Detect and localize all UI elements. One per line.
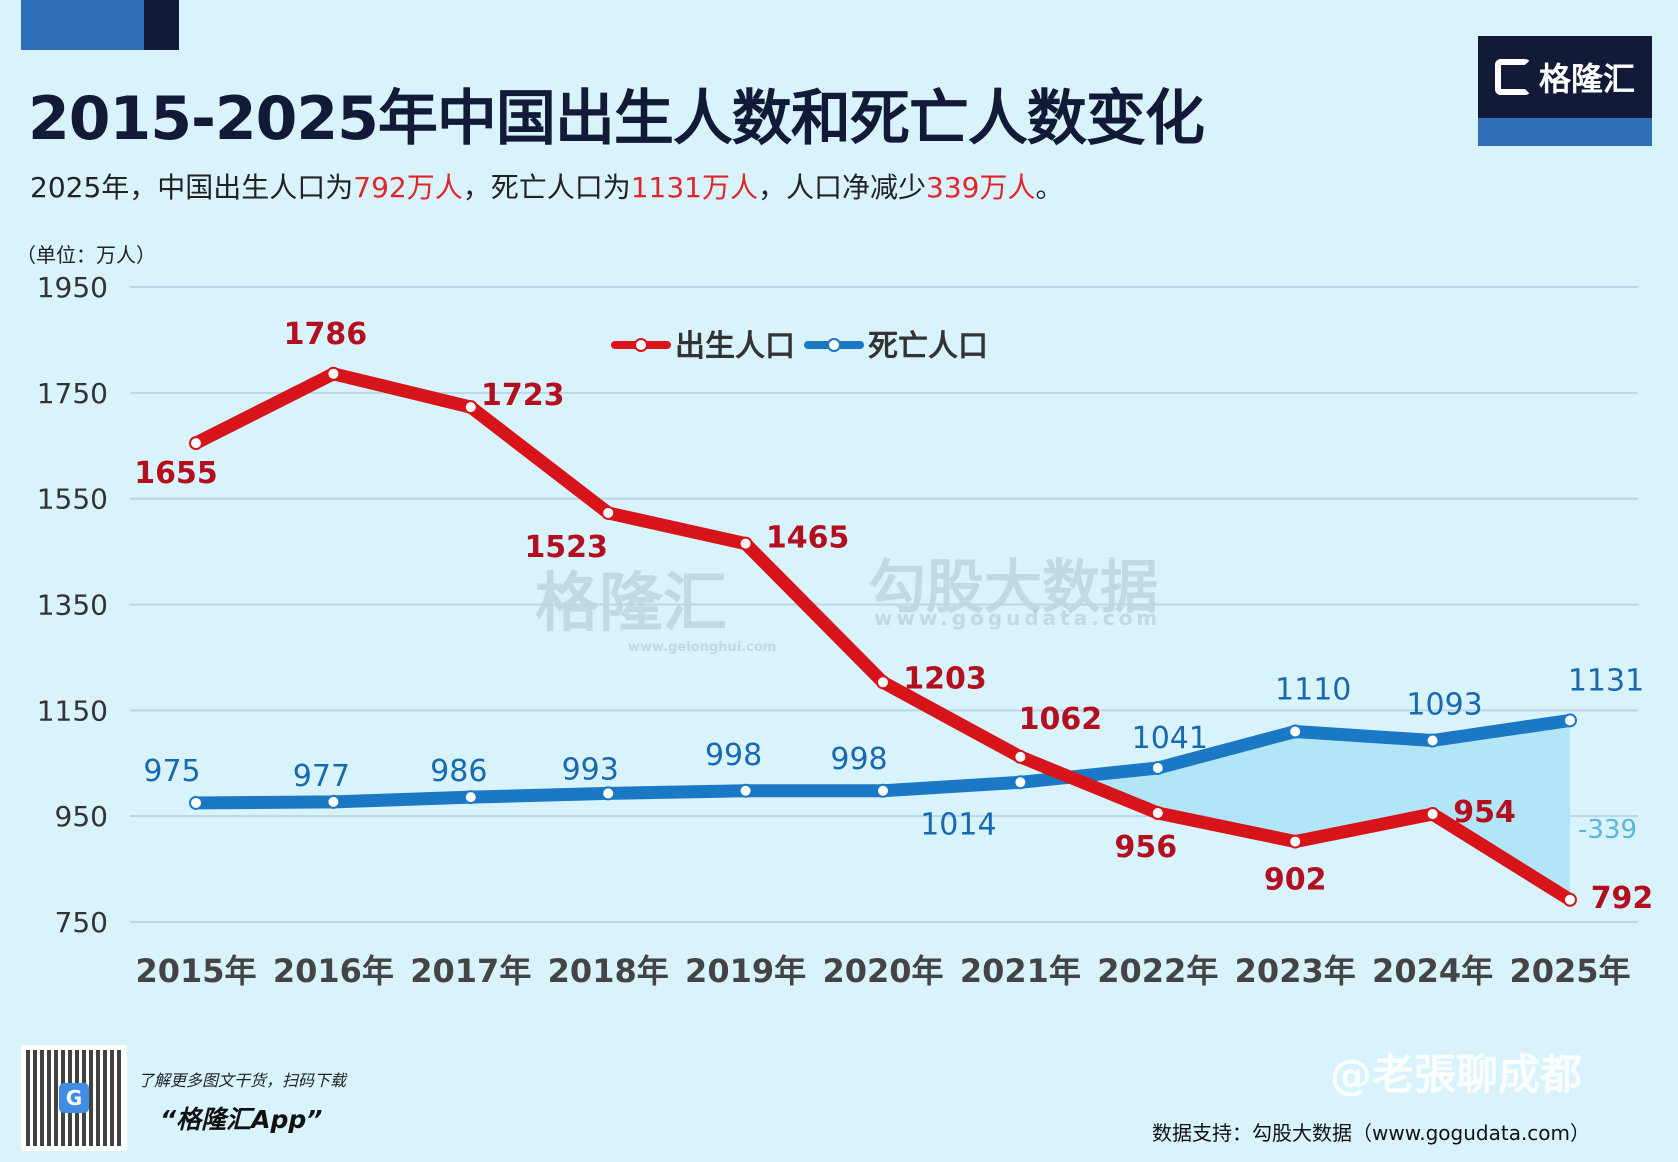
unit-label: （单位：万人） — [16, 243, 156, 267]
top-accent-bar — [21, 0, 144, 50]
birth-point — [876, 675, 890, 690]
y-tick-label: 1350 — [37, 589, 108, 622]
birth-point — [1563, 892, 1577, 907]
death-data-label: 977 — [293, 759, 350, 794]
gap-label: -339 — [1578, 815, 1637, 845]
birth-point — [189, 436, 203, 451]
watermark-gelonghui-url: www.gelonghui.com — [628, 640, 777, 655]
x-tick-label: 2023年 — [1235, 952, 1356, 990]
y-tick-label: 750 — [55, 906, 108, 939]
death-point — [1150, 761, 1165, 776]
birth-data-label: 1203 — [903, 661, 987, 696]
page-title: 2015-2025年中国出生人数和死亡人数变化 — [28, 84, 1205, 154]
death-data-label: 998 — [830, 742, 887, 777]
qr-code[interactable]: G — [21, 1045, 127, 1151]
death-data-label: 1093 — [1406, 687, 1482, 722]
birth-point — [1288, 834, 1303, 849]
death-data-label: 975 — [143, 754, 200, 789]
y-tick-label: 950 — [55, 800, 108, 833]
x-tick-label: 2025年 — [1509, 952, 1630, 990]
y-tick-label: 1750 — [37, 377, 108, 410]
birth-data-label: 956 — [1114, 830, 1177, 865]
death-point — [189, 795, 203, 810]
birth-data-label: 1723 — [481, 378, 565, 413]
birth-data-label: 954 — [1453, 795, 1516, 830]
x-tick-label: 2015年 — [135, 952, 256, 990]
death-data-label: 1110 — [1275, 673, 1351, 708]
death-point — [326, 794, 341, 809]
data-source: 数据支持：勾股大数据（www.gogudata.com） — [1152, 1121, 1591, 1145]
y-tick-label: 1950 — [37, 271, 108, 304]
x-tick-label: 2021年 — [960, 952, 1081, 990]
x-tick-label: 2018年 — [548, 952, 669, 990]
death-point — [1563, 713, 1577, 728]
legend-marker — [827, 338, 841, 352]
death-data-label: 1014 — [920, 807, 996, 842]
birth-point — [463, 400, 478, 415]
watermark-gogu-url: www.gogudata.com — [874, 606, 1162, 630]
death-data-label: 1041 — [1132, 721, 1208, 756]
birth-data-label: 1523 — [524, 530, 608, 565]
birth-point — [601, 505, 616, 520]
subtitle-net: 339万人 — [926, 171, 1036, 204]
birth-data-label: 1655 — [134, 456, 218, 491]
y-tick-label: 1550 — [37, 483, 108, 516]
top-accent-bar-dark — [144, 0, 179, 50]
legend-label: 出生人口 — [675, 329, 795, 364]
x-tick-label: 2024年 — [1372, 952, 1493, 990]
death-data-label: 986 — [430, 754, 487, 789]
watermark-weibo: @老張聊成都 — [1330, 1050, 1583, 1099]
death-point — [601, 786, 616, 801]
birth-point — [326, 366, 341, 381]
g-logo-icon — [1494, 59, 1531, 95]
watermark-gogu: 勾股大数据 — [868, 553, 1159, 621]
subtitle-birth: 792万人 — [353, 171, 463, 204]
logo-text: 格隆汇 — [1538, 60, 1635, 98]
death-data-label: 998 — [705, 738, 762, 773]
gelonghui-logo: 格隆汇 — [1478, 36, 1652, 146]
death-point — [876, 783, 890, 798]
g-logo-icon: G — [59, 1083, 89, 1113]
death-data-label: 1131 — [1568, 663, 1644, 698]
x-tick-label: 2019年 — [685, 952, 806, 990]
subtitle: 2025年，中国出生人口为792万人，死亡人口为1131万人，人口净减少339万… — [30, 166, 1063, 206]
legend-marker — [634, 338, 648, 352]
birth-data-label: 1062 — [1019, 702, 1103, 737]
birth-data-label: 902 — [1264, 863, 1327, 898]
footer-promo: 了解更多图文干货，扫码下载 — [138, 1071, 347, 1090]
subtitle-text: ，人口净减少 — [758, 171, 927, 204]
birth-point — [1013, 749, 1028, 764]
y-tick-label: 1150 — [37, 694, 108, 727]
subtitle-text: 。 — [1035, 171, 1064, 204]
subtitle-death: 1131万人 — [630, 171, 758, 204]
legend-label: 死亡人口 — [868, 329, 988, 364]
subtitle-text: ，死亡人口为 — [462, 171, 631, 204]
birth-point — [1150, 805, 1165, 820]
death-data-label: 993 — [562, 752, 619, 787]
birth-point — [1425, 807, 1440, 822]
x-tick-label: 2016年 — [273, 952, 394, 990]
birth-data-label: 1465 — [766, 521, 850, 556]
death-point — [1013, 775, 1028, 790]
gap-area — [1069, 720, 1570, 900]
birth-point — [738, 536, 753, 551]
x-tick-label: 2020年 — [822, 952, 943, 990]
birth-data-label: 792 — [1591, 881, 1654, 916]
death-point — [738, 783, 753, 798]
death-point — [1288, 724, 1303, 739]
subtitle-text: 2025年，中国出生人口为 — [30, 171, 354, 204]
death-point — [463, 790, 478, 805]
x-tick-label: 2022年 — [1097, 952, 1218, 990]
death-point — [1425, 733, 1440, 748]
x-tick-label: 2017年 — [410, 952, 531, 990]
footer-app-name: “格隆汇App” — [160, 1105, 323, 1134]
birth-data-label: 1786 — [284, 317, 368, 352]
